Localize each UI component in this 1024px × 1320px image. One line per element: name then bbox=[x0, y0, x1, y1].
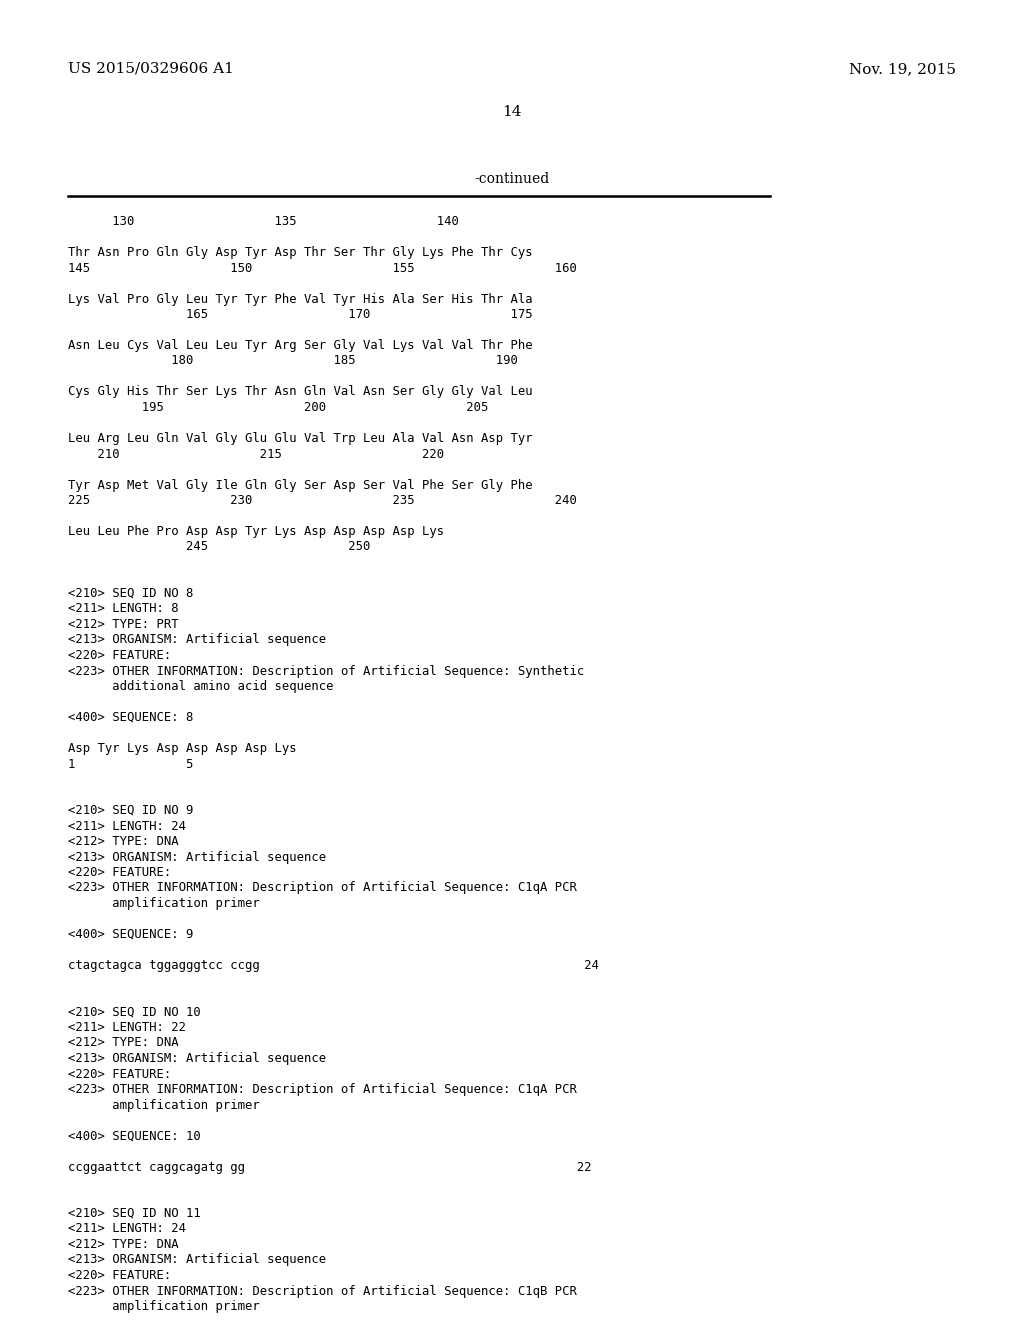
Text: 180                   185                   190: 180 185 190 bbox=[68, 355, 518, 367]
Text: <212> TYPE: PRT: <212> TYPE: PRT bbox=[68, 618, 178, 631]
Text: additional amino acid sequence: additional amino acid sequence bbox=[68, 680, 334, 693]
Text: 245                   250: 245 250 bbox=[68, 540, 371, 553]
Text: <223> OTHER INFORMATION: Description of Artificial Sequence: Synthetic: <223> OTHER INFORMATION: Description of … bbox=[68, 664, 585, 677]
Text: <211> LENGTH: 8: <211> LENGTH: 8 bbox=[68, 602, 178, 615]
Text: <210> SEQ ID NO 10: <210> SEQ ID NO 10 bbox=[68, 1006, 201, 1019]
Text: -continued: -continued bbox=[474, 172, 550, 186]
Text: <213> ORGANISM: Artificial sequence: <213> ORGANISM: Artificial sequence bbox=[68, 1052, 326, 1065]
Text: <212> TYPE: DNA: <212> TYPE: DNA bbox=[68, 1036, 178, 1049]
Text: Thr Asn Pro Gln Gly Asp Tyr Asp Thr Ser Thr Gly Lys Phe Thr Cys: Thr Asn Pro Gln Gly Asp Tyr Asp Thr Ser … bbox=[68, 246, 532, 259]
Text: <212> TYPE: DNA: <212> TYPE: DNA bbox=[68, 836, 178, 847]
Text: amplification primer: amplification primer bbox=[68, 1098, 260, 1111]
Text: <210> SEQ ID NO 9: <210> SEQ ID NO 9 bbox=[68, 804, 194, 817]
Text: 14: 14 bbox=[502, 106, 522, 119]
Text: <220> FEATURE:: <220> FEATURE: bbox=[68, 1068, 171, 1081]
Text: <223> OTHER INFORMATION: Description of Artificial Sequence: C1qA PCR: <223> OTHER INFORMATION: Description of … bbox=[68, 1082, 577, 1096]
Text: ccggaattct caggcagatg gg                                             22: ccggaattct caggcagatg gg 22 bbox=[68, 1160, 592, 1173]
Text: 225                   230                   235                   240: 225 230 235 240 bbox=[68, 494, 577, 507]
Text: 1               5: 1 5 bbox=[68, 758, 194, 771]
Text: 145                   150                   155                   160: 145 150 155 160 bbox=[68, 261, 577, 275]
Text: Asp Tyr Lys Asp Asp Asp Asp Lys: Asp Tyr Lys Asp Asp Asp Asp Lys bbox=[68, 742, 297, 755]
Text: <400> SEQUENCE: 10: <400> SEQUENCE: 10 bbox=[68, 1130, 201, 1143]
Text: <400> SEQUENCE: 8: <400> SEQUENCE: 8 bbox=[68, 711, 194, 723]
Text: 210                   215                   220: 210 215 220 bbox=[68, 447, 444, 461]
Text: Tyr Asp Met Val Gly Ile Gln Gly Ser Asp Ser Val Phe Ser Gly Phe: Tyr Asp Met Val Gly Ile Gln Gly Ser Asp … bbox=[68, 479, 532, 491]
Text: ctagctagca tggagggtcc ccgg                                            24: ctagctagca tggagggtcc ccgg 24 bbox=[68, 960, 599, 972]
Text: <223> OTHER INFORMATION: Description of Artificial Sequence: C1qB PCR: <223> OTHER INFORMATION: Description of … bbox=[68, 1284, 577, 1298]
Text: <223> OTHER INFORMATION: Description of Artificial Sequence: C1qA PCR: <223> OTHER INFORMATION: Description of … bbox=[68, 882, 577, 895]
Text: <220> FEATURE:: <220> FEATURE: bbox=[68, 1269, 171, 1282]
Text: Leu Arg Leu Gln Val Gly Glu Glu Val Trp Leu Ala Val Asn Asp Tyr: Leu Arg Leu Gln Val Gly Glu Glu Val Trp … bbox=[68, 432, 532, 445]
Text: amplification primer: amplification primer bbox=[68, 898, 260, 909]
Text: 165                   170                   175: 165 170 175 bbox=[68, 308, 532, 321]
Text: <220> FEATURE:: <220> FEATURE: bbox=[68, 649, 171, 663]
Text: 130                   135                   140: 130 135 140 bbox=[68, 215, 459, 228]
Text: <213> ORGANISM: Artificial sequence: <213> ORGANISM: Artificial sequence bbox=[68, 1254, 326, 1266]
Text: Cys Gly His Thr Ser Lys Thr Asn Gln Val Asn Ser Gly Gly Val Leu: Cys Gly His Thr Ser Lys Thr Asn Gln Val … bbox=[68, 385, 532, 399]
Text: <213> ORGANISM: Artificial sequence: <213> ORGANISM: Artificial sequence bbox=[68, 634, 326, 647]
Text: Leu Leu Phe Pro Asp Asp Tyr Lys Asp Asp Asp Asp Lys: Leu Leu Phe Pro Asp Asp Tyr Lys Asp Asp … bbox=[68, 525, 444, 539]
Text: Nov. 19, 2015: Nov. 19, 2015 bbox=[849, 62, 956, 77]
Text: US 2015/0329606 A1: US 2015/0329606 A1 bbox=[68, 62, 233, 77]
Text: Asn Leu Cys Val Leu Leu Tyr Arg Ser Gly Val Lys Val Val Thr Phe: Asn Leu Cys Val Leu Leu Tyr Arg Ser Gly … bbox=[68, 339, 532, 352]
Text: <212> TYPE: DNA: <212> TYPE: DNA bbox=[68, 1238, 178, 1251]
Text: <400> SEQUENCE: 9: <400> SEQUENCE: 9 bbox=[68, 928, 194, 941]
Text: amplification primer: amplification primer bbox=[68, 1300, 260, 1313]
Text: <210> SEQ ID NO 11: <210> SEQ ID NO 11 bbox=[68, 1206, 201, 1220]
Text: <211> LENGTH: 24: <211> LENGTH: 24 bbox=[68, 1222, 186, 1236]
Text: <211> LENGTH: 24: <211> LENGTH: 24 bbox=[68, 820, 186, 833]
Text: <213> ORGANISM: Artificial sequence: <213> ORGANISM: Artificial sequence bbox=[68, 850, 326, 863]
Text: <211> LENGTH: 22: <211> LENGTH: 22 bbox=[68, 1020, 186, 1034]
Text: <210> SEQ ID NO 8: <210> SEQ ID NO 8 bbox=[68, 587, 194, 601]
Text: 195                   200                   205: 195 200 205 bbox=[68, 401, 488, 414]
Text: <220> FEATURE:: <220> FEATURE: bbox=[68, 866, 171, 879]
Text: Lys Val Pro Gly Leu Tyr Tyr Phe Val Tyr His Ala Ser His Thr Ala: Lys Val Pro Gly Leu Tyr Tyr Phe Val Tyr … bbox=[68, 293, 532, 305]
